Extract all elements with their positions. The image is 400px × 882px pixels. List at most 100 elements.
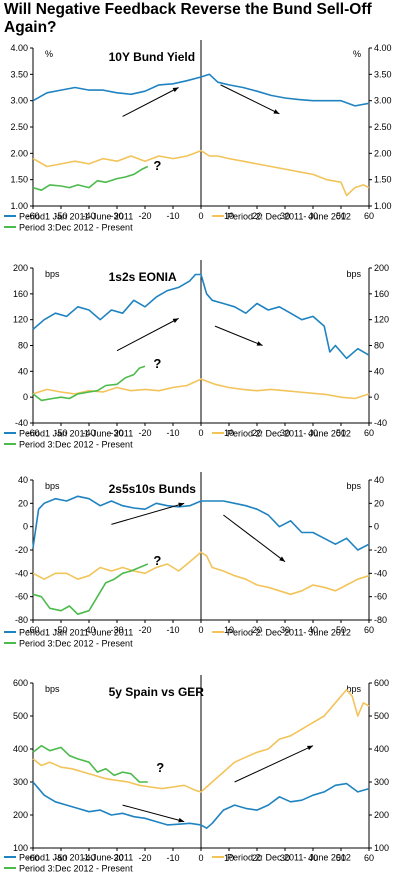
legend-label-period3: Period 3:Dec 2012 - Present: [19, 639, 133, 649]
y-tick-label-right: 160: [374, 289, 389, 299]
y-unit-label-left: bps: [45, 684, 60, 694]
x-tick-label: -50: [54, 853, 67, 863]
y-tick-label-right: 400: [374, 744, 389, 754]
y-tick-label-left: 40: [18, 475, 28, 485]
y-tick-label-right: -20: [374, 545, 387, 555]
y-tick-label-left: 40: [18, 366, 28, 376]
legend-label-period1: Period1 Jan 2011-June 2011: [19, 628, 133, 638]
x-tick-label: -40: [82, 853, 95, 863]
trend-arrow: [111, 502, 185, 525]
x-tick-label: 0: [198, 211, 203, 221]
y-tick-label-right: 2.50: [374, 122, 392, 132]
trend-arrow: [122, 804, 185, 823]
x-tick-label: 50: [336, 853, 346, 863]
y-tick-label-left: 200: [13, 263, 28, 273]
y-tick-label-left: 1.00: [10, 201, 28, 211]
y-tick-label-left: -80: [15, 615, 28, 625]
series-line-1: [32, 273, 370, 360]
x-tick-label: 30: [280, 625, 290, 635]
x-tick-label: -20: [138, 625, 151, 635]
x-tick-label: 30: [280, 853, 290, 863]
y-tick-label-left: 600: [13, 678, 28, 688]
x-tick-label: 0: [198, 625, 203, 635]
series-line-1: [32, 495, 370, 551]
x-tick-label: -60: [26, 625, 39, 635]
trend-arrow-head: [172, 318, 179, 324]
trend-arrow-head: [178, 817, 185, 823]
x-tick-label: -10: [166, 428, 179, 438]
y-tick-label-right: -40: [374, 418, 387, 428]
x-tick-label: -60: [26, 211, 39, 221]
legend-label-period3: Period 3:Dec 2012 - Present: [19, 223, 133, 233]
trend-arrow-head: [178, 502, 185, 508]
x-tick-label: 30: [280, 428, 290, 438]
x-tick-label: -10: [166, 625, 179, 635]
chart-title: 2s5s10s Bunds: [109, 482, 197, 496]
trend-arrow-head: [307, 745, 313, 751]
x-tick-label: 10: [224, 625, 234, 635]
y-tick-label-right: 2.00: [374, 148, 392, 158]
y-tick-label-right: 4.00: [374, 43, 392, 53]
y-tick-label-left: 80: [18, 341, 28, 351]
y-tick-label-right: -40: [374, 568, 387, 578]
y-tick-label-right: 3.00: [374, 96, 392, 106]
x-tick-label: 50: [336, 428, 346, 438]
x-tick-label: 10: [224, 211, 234, 221]
x-tick-label: 10: [224, 853, 234, 863]
y-tick-label-left: 120: [13, 315, 28, 325]
page-title: Will Negative Feedback Reverse the Bund …: [4, 1, 372, 36]
x-tick-label: 60: [364, 428, 374, 438]
x-tick-label: 0: [198, 428, 203, 438]
series-line-3: [32, 744, 148, 783]
y-tick-label-left: 160: [13, 289, 28, 299]
series-line-3: [32, 365, 146, 402]
question-mark-annotation: ?: [153, 158, 161, 173]
y-tick-label-left: -20: [15, 545, 28, 555]
legend-label-period2: Period 2: Dec 2011- June 2012: [227, 628, 351, 638]
trend-arrow: [220, 84, 280, 115]
y-unit-label-right: bps: [346, 481, 361, 491]
x-tick-label: 10: [224, 428, 234, 438]
x-tick-label: -30: [110, 853, 123, 863]
y-tick-label-right: 200: [374, 810, 389, 820]
x-tick-label: -20: [138, 428, 151, 438]
y-tick-label-right: 500: [374, 711, 389, 721]
series-line-3: [32, 563, 149, 615]
y-unit-label-right: bps: [346, 269, 361, 279]
x-tick-label: 60: [364, 853, 374, 863]
x-tick-label: -50: [54, 428, 67, 438]
chart-title: 1s2s EONIA: [109, 270, 177, 284]
x-tick-label: 40: [308, 853, 318, 863]
y-tick-label-left: 3.00: [10, 96, 28, 106]
legend-label-period1: Period1 Jan 2011-June 2011: [19, 853, 133, 863]
x-tick-label: 50: [336, 211, 346, 221]
x-tick-label: 20: [252, 853, 262, 863]
x-tick-label: -50: [54, 625, 67, 635]
y-tick-label-left: -40: [15, 418, 28, 428]
y-tick-label-left: -60: [15, 592, 28, 602]
trend-arrow-head: [279, 556, 285, 562]
x-tick-label: -50: [54, 211, 67, 221]
y-tick-label-left: 100: [13, 843, 28, 853]
x-tick-label: 50: [336, 625, 346, 635]
x-tick-label: 30: [280, 211, 290, 221]
x-tick-label: -30: [110, 428, 123, 438]
y-tick-label-right: 100: [374, 843, 389, 853]
y-tick-label-left: 20: [18, 498, 28, 508]
y-tick-label-left: 2.00: [10, 148, 28, 158]
y-tick-label-right: 1.50: [374, 175, 392, 185]
legend-label-period1: Period1 Jan 2011-June 2011: [19, 212, 133, 222]
x-tick-label: -20: [138, 211, 151, 221]
question-mark-annotation: ?: [156, 760, 164, 775]
x-tick-label: -40: [82, 625, 95, 635]
y-tick-label-left: 1.50: [10, 175, 28, 185]
x-tick-label: -30: [110, 211, 123, 221]
legend-label-period2: Period 2: Dec 2011- June 2012: [227, 429, 351, 439]
trend-arrow: [223, 514, 286, 563]
trend-arrow: [214, 325, 263, 346]
y-tick-label-right: 120: [374, 315, 389, 325]
y-tick-label-left: 4.00: [10, 43, 28, 53]
question-mark-annotation: ?: [153, 553, 161, 568]
